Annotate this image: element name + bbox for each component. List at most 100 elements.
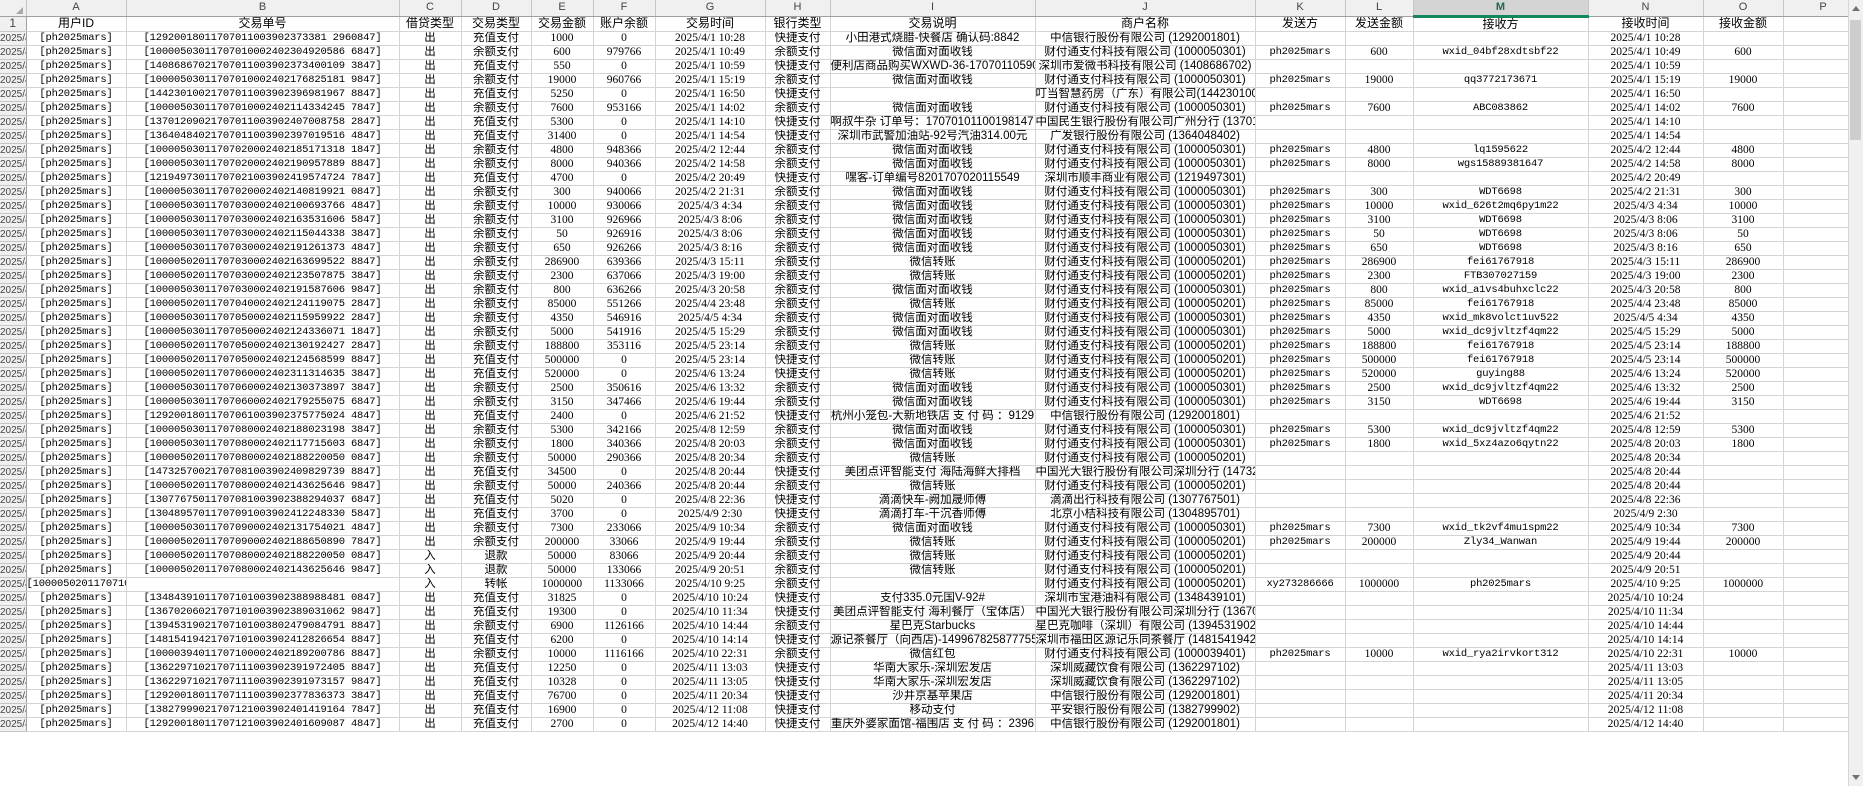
table-row[interactable]: 2025/4/1 14:54[ph2025mars][1364048402170… [0,129,1863,144]
cell-e[interactable]: 550 [531,59,594,74]
cell-j[interactable]: 星巴克咖啡（深圳）有限公司 (1394531902) [1035,619,1256,634]
cell-a[interactable]: [ph2025mars] [26,213,127,228]
table-row[interactable]: 2025/4/10 14:14[ph2025mars][148154194217… [0,633,1863,648]
cell-i[interactable]: 微信面对面收钱 [830,423,1036,438]
cell-i[interactable]: 微信转账 [830,451,1036,466]
cell-n[interactable]: 2025/4/6 19:44 [1588,395,1704,410]
cell-f[interactable]: 133066 [593,563,656,578]
cell-o[interactable] [1703,87,1784,102]
cell-n[interactable]: 2025/4/5 15:29 [1588,325,1704,340]
cell-c[interactable]: 出 [399,31,462,46]
row-header[interactable]: 2025/4/3 15:11 [0,255,27,270]
cell-c[interactable]: 出 [399,605,462,620]
cell-c[interactable]: 出 [399,115,462,130]
cell-h[interactable]: 余额支付 [765,143,831,158]
cell-c[interactable]: 出 [399,619,462,634]
cell-h[interactable]: 快捷支付 [765,591,831,606]
cell-c[interactable]: 出 [399,171,462,186]
cell-n[interactable]: 2025/4/5 23:14 [1588,353,1704,368]
cell-d[interactable]: 充值支付 [461,367,532,382]
vertical-scrollbar[interactable] [1848,0,1863,786]
cell-l[interactable] [1345,451,1414,466]
cell-n[interactable]: 2025/4/1 10:59 [1588,59,1704,74]
cell-o[interactable]: 50 [1703,227,1784,242]
cell-n[interactable]: 2025/4/9 2:30 [1588,507,1704,522]
cell-i[interactable]: 源记茶餐厅（向西店)-149967825877755352 [830,633,1036,648]
table-row[interactable]: 2025/4/11 13:03[ph2025mars][136229710217… [0,661,1863,676]
cell-d[interactable]: 余额支付 [461,73,532,88]
table-row[interactable]: 2025/4/1 10:49[ph2025mars][1000050301170… [0,45,1863,60]
cell-k[interactable]: ph2025mars [1255,339,1346,354]
column-header-f[interactable]: F [593,0,656,17]
table-row[interactable]: 2025/4/9 2:30[ph2025mars][13048957011707… [0,507,1863,522]
cell-g[interactable]: 2025/4/1 14:02 [655,101,766,116]
cell-l[interactable] [1345,171,1414,186]
cell-k[interactable]: xy273286666 [1255,577,1346,592]
cell-e[interactable]: 76700 [531,689,594,704]
table-row[interactable]: 2025/4/5 4:34[ph2025mars][10000503011707… [0,311,1863,326]
cell-b[interactable]: [10000503011707030002402191261373 4847] [126,241,400,256]
cell-h[interactable]: 余额支付 [765,213,831,228]
cell-h[interactable]: 余额支付 [765,269,831,284]
cell-n[interactable]: 2025/4/9 10:34 [1588,521,1704,536]
header-cell[interactable]: 交易金额 [531,16,594,32]
cell-h[interactable]: 快捷支付 [765,717,831,732]
cell-d[interactable]: 退款 [461,549,532,564]
row-header[interactable]: 2025/4/11 13:05 [0,675,27,690]
cell-n[interactable]: 2025/4/8 22:36 [1588,493,1704,508]
cell-d[interactable]: 充值支付 [461,675,532,690]
cell-m[interactable]: fei61767918 [1413,255,1589,270]
cell-e[interactable]: 5000 [531,325,594,340]
row-header[interactable]: 2025/4/1 10:28 [0,31,27,46]
cell-d[interactable]: 充值支付 [461,605,532,620]
cell-l[interactable]: 650 [1345,241,1414,256]
table-row[interactable]: 2025/4/6 13:24[ph2025mars][1000050201170… [0,367,1863,382]
cell-d[interactable]: 充值支付 [461,493,532,508]
cell-n[interactable]: 2025/4/10 11:34 [1588,605,1704,620]
cell-g[interactable]: 2025/4/8 12:59 [655,423,766,438]
cell-j[interactable]: 广发银行股份有限公司 (1364048402) [1035,129,1256,144]
cell-l[interactable]: 5000 [1345,325,1414,340]
row-header[interactable]: 1 [0,16,27,32]
cell-d[interactable]: 余额支付 [461,395,532,410]
cell-c[interactable]: 出 [399,157,462,172]
cell-c[interactable]: 出 [399,227,462,242]
header-cell[interactable]: 交易单号 [126,16,400,32]
cell-l[interactable]: 286900 [1345,255,1414,270]
row-header[interactable]: 2025/4/11 13:03 [0,661,27,676]
cell-l[interactable]: 5300 [1345,423,1414,438]
cell-m[interactable] [1413,689,1589,704]
cell-f[interactable]: 926966 [593,213,656,228]
cell-k[interactable]: ph2025mars [1255,535,1346,550]
cell-f[interactable]: 0 [593,633,656,648]
cell-n[interactable]: 2025/4/12 14:40 [1588,717,1704,732]
cell-i[interactable]: 华南大家乐-深圳宏发店 [830,661,1036,676]
cell-a[interactable]: [ph2025mars] [26,339,127,354]
cell-k[interactable]: ph2025mars [1255,437,1346,452]
cell-c[interactable]: 出 [399,535,462,550]
cell-a[interactable]: [ph2025mars] [26,325,127,340]
cell-a[interactable]: [ph2025mars] [26,297,127,312]
row-header[interactable]: 2025/4/3 4:34 [0,199,27,214]
header-cell[interactable]: 交易类型 [461,16,532,32]
table-row[interactable]: 2025/4/12 14:40[ph2025mars][129200180117… [0,717,1863,732]
cell-i[interactable]: 微信转账 [830,563,1036,578]
cell-g[interactable]: 2025/4/3 8:06 [655,227,766,242]
table-row[interactable]: 2025/4/3 8:06[ph2025mars][10000503011707… [0,213,1863,228]
cell-l[interactable] [1345,409,1414,424]
row-header[interactable]: 2025/4/1 14:02 [0,101,27,116]
row-header[interactable]: 2025/4/5 4:34 [0,311,27,326]
cell-b[interactable]: [10000502011707030002402123507875 3847] [126,269,400,284]
row-header[interactable]: 2025/4/12 11:08 [0,703,27,718]
cell-i[interactable]: 微信面对面收钱 [830,325,1036,340]
cell-g[interactable]: 2025/4/10 22:31 [655,647,766,662]
cell-g[interactable]: 2025/4/3 19:00 [655,269,766,284]
cell-l[interactable]: 7300 [1345,521,1414,536]
cell-e[interactable]: 10328 [531,675,594,690]
cell-k[interactable] [1255,633,1346,648]
cell-h[interactable]: 余额支付 [765,381,831,396]
cell-f[interactable]: 639366 [593,255,656,270]
cell-g[interactable]: 2025/4/1 10:28 [655,31,766,46]
cell-c[interactable]: 出 [399,381,462,396]
